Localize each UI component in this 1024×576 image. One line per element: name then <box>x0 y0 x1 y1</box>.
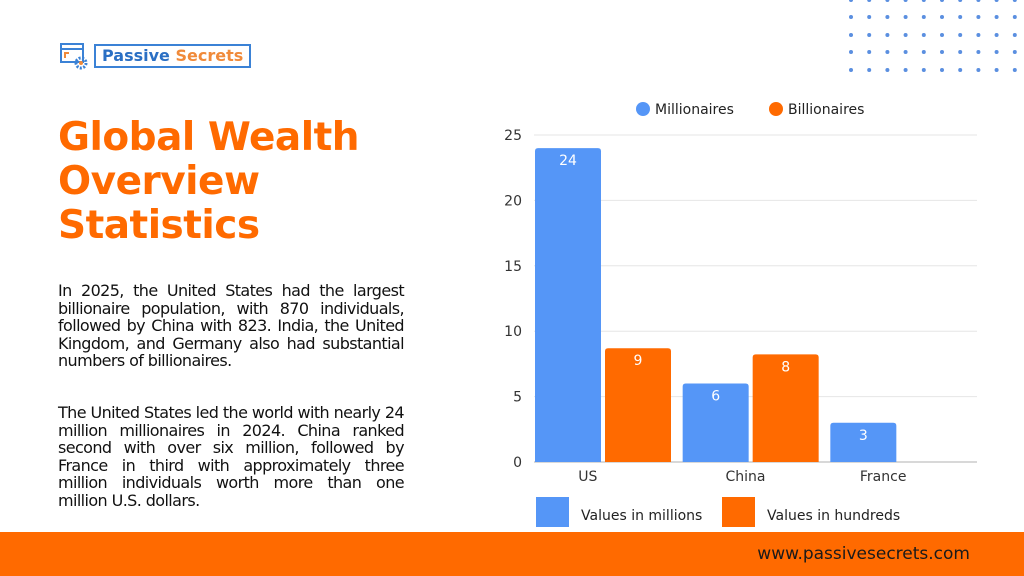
dot <box>921 68 926 72</box>
dot <box>994 0 999 2</box>
dot <box>976 33 981 37</box>
dot <box>976 68 981 72</box>
dot <box>940 0 944 2</box>
dot <box>849 0 853 2</box>
x-tick-label: France <box>860 469 907 485</box>
dot <box>994 33 999 37</box>
dot <box>940 68 944 72</box>
dot <box>867 50 872 54</box>
paragraph-millionaires: The United States led the world with nea… <box>58 403 405 510</box>
bar-millionaires <box>535 148 601 462</box>
dot <box>1012 50 1017 54</box>
dot <box>885 0 890 2</box>
note-label: Values in millions <box>581 508 702 524</box>
dot <box>976 0 981 2</box>
bar-billionaires <box>752 354 819 462</box>
logo-text-1: Passive <box>102 46 170 65</box>
dot <box>958 33 963 37</box>
y-tick-label: 5 <box>513 390 522 406</box>
dot <box>1012 68 1017 72</box>
bar-millionaires <box>830 422 897 462</box>
dot <box>849 15 853 19</box>
dot <box>921 50 926 54</box>
legend-label: Millionaires <box>655 102 734 118</box>
dot <box>921 33 926 37</box>
dot <box>976 15 981 19</box>
data-label: 9 <box>634 353 643 369</box>
dot <box>940 15 944 19</box>
decorative-dot-grid <box>849 0 1017 72</box>
dot <box>994 50 999 54</box>
note-swatch <box>722 497 755 527</box>
dot <box>867 68 872 72</box>
bar-millionaires <box>682 383 749 462</box>
dot <box>976 50 981 54</box>
dot <box>885 68 890 72</box>
dot <box>867 33 872 37</box>
dot <box>958 15 963 19</box>
logo-text-2: Secrets <box>175 46 244 65</box>
dot <box>1012 33 1017 37</box>
data-label: 8 <box>781 359 790 375</box>
dot <box>903 50 908 54</box>
dot <box>867 0 872 2</box>
dot <box>921 0 926 2</box>
dot <box>849 68 853 72</box>
x-tick-label: China <box>726 469 766 485</box>
x-tick-label: US <box>578 469 597 485</box>
footer-url[interactable]: www.passivesecrets.com <box>757 544 970 564</box>
dot <box>1012 0 1017 2</box>
dot <box>903 15 908 19</box>
data-label: 3 <box>859 428 868 444</box>
dot <box>958 0 963 2</box>
y-tick-label: 0 <box>513 455 522 471</box>
data-label: 24 <box>559 153 577 169</box>
dot <box>903 0 908 2</box>
y-tick-label: 20 <box>504 193 522 209</box>
bar-chart: 0 5 10 15 20 25 US 24 9 China 6 8 France 3 Millionaire… <box>504 102 977 527</box>
dot <box>849 33 853 37</box>
logo-wordmark: Passive Secrets <box>94 44 252 68</box>
dot <box>940 50 944 54</box>
dot <box>903 68 908 72</box>
dot <box>885 50 890 54</box>
legend-marker <box>769 102 783 116</box>
dot <box>958 68 963 72</box>
dot <box>958 50 963 54</box>
browser-gear-icon <box>60 43 88 70</box>
dot <box>867 15 872 19</box>
dot <box>885 33 890 37</box>
bar-billionaires <box>605 348 671 462</box>
dot <box>1012 15 1017 19</box>
dot <box>849 50 853 54</box>
paragraph-billionaires: In 2025, the United States had the large… <box>58 281 405 370</box>
dot <box>994 68 999 72</box>
note-swatch <box>536 497 569 527</box>
legend-marker <box>636 102 650 116</box>
y-tick-label: 25 <box>504 128 522 144</box>
logo: Passive Secrets <box>60 42 252 70</box>
dot <box>903 33 908 37</box>
dot <box>885 15 890 19</box>
dot <box>921 15 926 19</box>
dot <box>994 15 999 19</box>
note-label: Values in hundreds <box>767 508 900 524</box>
y-tick-label: 10 <box>504 324 522 340</box>
page-title: Global Wealth Overview Statistics <box>58 115 360 248</box>
legend-label: Billionaires <box>788 102 864 118</box>
y-tick-label: 15 <box>504 259 522 275</box>
data-label: 6 <box>711 389 720 405</box>
footer-band: www.passivesecrets.com <box>0 532 1024 576</box>
dot <box>940 33 944 37</box>
